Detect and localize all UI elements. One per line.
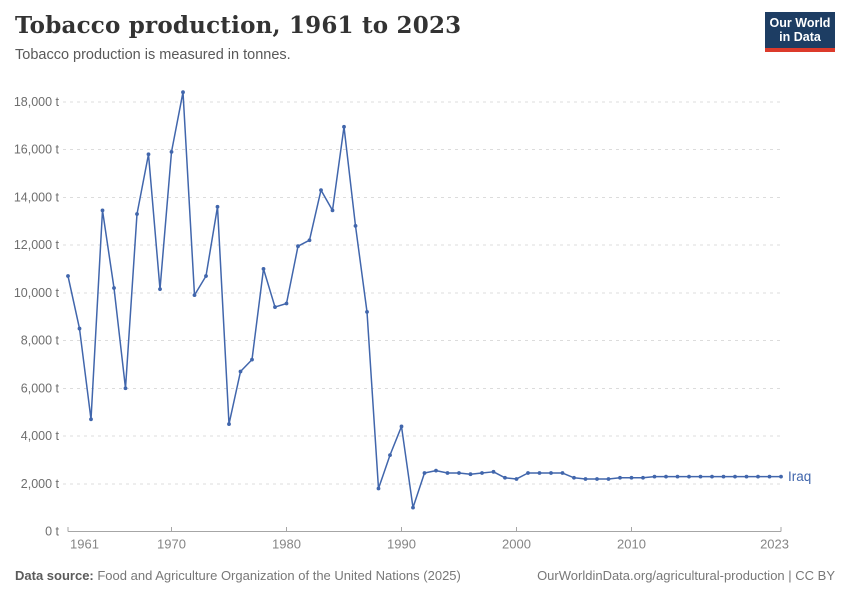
x-tick-label: 1961	[70, 537, 99, 552]
data-point[interactable]	[89, 417, 93, 422]
data-point[interactable]	[77, 326, 82, 331]
data-point[interactable]	[583, 477, 588, 481]
data-point[interactable]	[629, 475, 634, 480]
data-point[interactable]	[319, 188, 323, 192]
data-point[interactable]	[411, 505, 415, 510]
data-point[interactable]	[399, 424, 404, 429]
data-point[interactable]	[445, 471, 450, 475]
data-point[interactable]	[284, 301, 289, 306]
data-point[interactable]	[192, 293, 197, 298]
y-tick-label: 4,000 t	[21, 429, 60, 443]
data-point[interactable]	[641, 475, 645, 480]
data-point[interactable]	[606, 477, 611, 481]
data-point[interactable]	[549, 471, 553, 475]
data-point[interactable]	[537, 471, 542, 475]
data-point[interactable]	[146, 152, 151, 157]
x-tick-label: 2000	[502, 537, 531, 552]
data-point[interactable]	[457, 471, 461, 475]
owid-logo-line1: Our World	[769, 15, 831, 30]
page-title: Tobacco production, 1961 to 2023	[15, 12, 462, 39]
data-point[interactable]	[388, 453, 392, 457]
chart-header: Tobacco production, 1961 to 2023 Tobacco…	[15, 12, 835, 63]
data-point[interactable]	[376, 486, 381, 491]
data-point[interactable]	[514, 477, 519, 481]
data-point[interactable]	[238, 369, 243, 374]
license-link[interactable]: OurWorldinData.org/agricultural-producti…	[537, 568, 835, 583]
x-tick-label: 2023	[760, 537, 789, 552]
data-point[interactable]	[100, 208, 105, 213]
series-end-label[interactable]: Iraq	[788, 469, 811, 484]
data-point[interactable]	[227, 422, 231, 426]
data-point[interactable]	[169, 149, 174, 154]
data-point[interactable]	[307, 238, 312, 243]
data-point[interactable]	[353, 224, 358, 228]
data-point[interactable]	[675, 474, 680, 479]
data-point[interactable]	[434, 468, 438, 473]
x-tick-label: 1980	[272, 537, 301, 552]
chart-footer: Data source: Food and Agriculture Organi…	[15, 568, 835, 583]
data-point[interactable]	[721, 474, 726, 479]
data-point[interactable]	[595, 477, 599, 481]
owid-logo-line2: in Data	[779, 30, 821, 44]
data-source-note: Data source: Food and Agriculture Organi…	[15, 568, 461, 583]
data-point[interactable]	[135, 212, 139, 216]
x-tick-label: 1990	[387, 537, 416, 552]
data-point[interactable]	[756, 474, 760, 479]
data-point[interactable]	[618, 475, 622, 480]
data-point[interactable]	[744, 474, 749, 479]
y-tick-label: 2,000 t	[21, 477, 60, 491]
data-point[interactable]	[112, 286, 116, 290]
chart-subtitle: Tobacco production is measured in tonnes…	[15, 46, 291, 63]
data-point[interactable]	[664, 474, 668, 479]
y-tick-label: 8,000 t	[21, 334, 60, 348]
x-tick-label: 2010	[617, 537, 646, 552]
series-line	[67, 91, 781, 509]
data-point[interactable]	[572, 475, 576, 480]
data-point[interactable]	[296, 244, 300, 249]
data-point[interactable]	[330, 208, 335, 213]
data-point[interactable]	[480, 471, 484, 475]
owid-logo[interactable]: Our World in Data	[765, 12, 835, 52]
data-point[interactable]	[342, 124, 346, 129]
data-point[interactable]	[158, 287, 162, 292]
data-point[interactable]	[66, 274, 70, 278]
data-point[interactable]	[652, 474, 657, 479]
y-tick-label: 18,000 t	[14, 95, 60, 109]
y-tick-label: 10,000 t	[14, 286, 60, 300]
data-point[interactable]	[204, 274, 208, 278]
y-tick-label: 6,000 t	[21, 381, 60, 395]
y-tick-label: 16,000 t	[14, 143, 60, 157]
data-point[interactable]	[687, 474, 691, 479]
data-source-label: Data source:	[15, 568, 94, 583]
data-point[interactable]	[733, 474, 737, 479]
data-point[interactable]	[491, 469, 496, 474]
data-point[interactable]	[422, 471, 427, 475]
data-point[interactable]	[123, 386, 128, 391]
data-point[interactable]	[710, 474, 714, 479]
data-point[interactable]	[779, 474, 783, 479]
data-point[interactable]	[181, 90, 185, 95]
data-point[interactable]	[273, 305, 277, 309]
data-point[interactable]	[250, 357, 254, 362]
data-source-text: Food and Agriculture Organization of the…	[93, 568, 461, 583]
data-point[interactable]	[767, 474, 772, 479]
data-point[interactable]	[560, 471, 565, 475]
y-tick-label: 0 t	[45, 525, 59, 539]
data-point[interactable]	[526, 471, 530, 475]
x-tick-label: 1970	[157, 537, 186, 552]
data-point[interactable]	[698, 474, 703, 479]
data-point[interactable]	[215, 204, 220, 209]
data-point[interactable]	[503, 475, 507, 480]
data-point[interactable]	[365, 309, 369, 314]
data-point[interactable]	[261, 266, 266, 271]
data-point[interactable]	[468, 472, 473, 477]
y-tick-label: 14,000 t	[14, 190, 60, 204]
y-tick-label: 12,000 t	[14, 238, 60, 252]
